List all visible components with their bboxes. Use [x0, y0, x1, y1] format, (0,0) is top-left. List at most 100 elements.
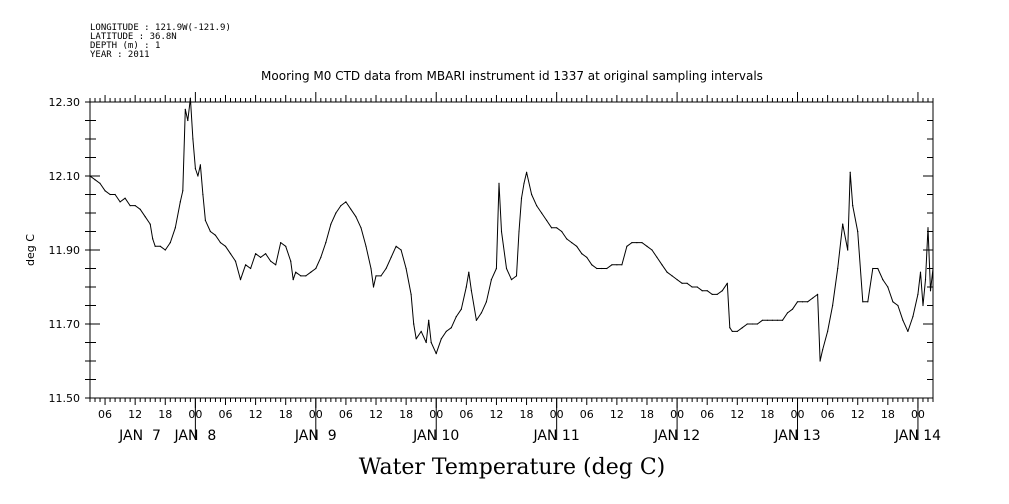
data-point — [731, 330, 733, 332]
data-point — [746, 323, 748, 325]
data-point — [430, 341, 432, 344]
data-point — [495, 267, 497, 270]
data-point — [290, 260, 292, 262]
data-point — [827, 330, 829, 332]
data-point — [781, 319, 784, 321]
data-point — [751, 323, 754, 325]
data-point — [169, 242, 171, 244]
hour-tick-label: 18 — [158, 408, 172, 421]
hour-tick-label: 12 — [489, 408, 503, 421]
data-point — [736, 330, 738, 332]
data-point — [395, 245, 397, 247]
data-point — [616, 264, 618, 266]
data-point — [500, 230, 503, 233]
data-point — [420, 330, 422, 332]
data-point — [239, 279, 242, 281]
data-point — [796, 301, 799, 303]
data-point — [380, 275, 382, 277]
y-axis-label: deg C — [24, 234, 37, 266]
data-point — [897, 304, 899, 307]
data-point — [523, 182, 525, 184]
x-axis-label: Water Temperature (deg C) — [359, 455, 666, 480]
data-point — [209, 230, 211, 233]
plot-frame — [89, 101, 934, 399]
hour-tick-label: 06 — [580, 408, 594, 421]
data-point — [892, 301, 894, 303]
data-point — [571, 242, 573, 244]
data-point — [701, 290, 703, 292]
data-point — [786, 312, 789, 314]
data-point — [229, 253, 232, 255]
data-point — [872, 267, 874, 270]
data-point — [922, 304, 924, 307]
data-point — [360, 227, 362, 229]
data-point — [531, 193, 533, 196]
data-point — [124, 197, 126, 199]
data-point — [260, 256, 262, 258]
data-point — [187, 119, 189, 122]
data-point — [596, 267, 598, 270]
data-point — [428, 319, 430, 321]
data-point — [139, 208, 141, 210]
data-point — [189, 97, 191, 99]
data-point — [490, 279, 492, 281]
data-point — [164, 249, 166, 251]
data-point — [330, 223, 332, 225]
y-axis: 11.50 11.70 11.90 12.10 12.30 — [49, 96, 933, 405]
data-point — [520, 197, 523, 199]
data-point — [152, 238, 154, 240]
y-tick-label: 12.30 — [49, 96, 81, 109]
data-point — [817, 293, 819, 295]
data-point — [460, 308, 462, 310]
hour-tick-label: 00 — [911, 408, 925, 421]
y-tick-label: 11.90 — [49, 244, 81, 257]
data-point — [255, 253, 257, 255]
data-point — [691, 286, 693, 288]
data-point — [250, 267, 252, 270]
hour-tick-label: 12 — [128, 408, 142, 421]
data-point — [526, 171, 528, 173]
data-point — [485, 301, 487, 303]
data-point — [179, 201, 181, 203]
data-point — [194, 168, 196, 170]
data-point — [556, 227, 558, 229]
x-axis: 06 12 18 00 06 12 18 00 06 12 18 00 06 12 18 00 06 12 18 00… — [89, 92, 941, 444]
day-label: JAN 9 — [294, 428, 337, 444]
data-point — [340, 205, 342, 207]
data-point — [505, 267, 508, 270]
data-point — [265, 253, 267, 255]
data-point — [676, 279, 678, 281]
data-point — [300, 275, 302, 277]
data-point — [224, 245, 227, 247]
data-point — [292, 279, 294, 281]
data-point — [350, 208, 352, 210]
data-point — [413, 323, 415, 325]
data-point — [819, 360, 821, 362]
data-point — [99, 182, 101, 184]
longitude-label: LONGITUDE : 121.9W(-121.9) — [90, 23, 231, 33]
data-point — [310, 271, 312, 273]
data-point — [862, 301, 864, 303]
data-point — [812, 297, 814, 299]
data-point — [182, 190, 184, 192]
data-point — [515, 275, 518, 277]
data-point — [468, 271, 470, 273]
data-point — [887, 286, 889, 288]
data-point — [149, 223, 151, 225]
data-point — [372, 286, 375, 288]
data-point — [425, 341, 427, 344]
data-point — [114, 193, 116, 196]
data-point — [666, 271, 668, 273]
data-point — [119, 201, 121, 203]
data-point — [192, 138, 194, 140]
data-point — [716, 293, 718, 295]
data-point — [661, 264, 663, 266]
hour-tick-label: 18 — [760, 408, 774, 421]
data-point — [320, 256, 322, 258]
data-point — [771, 319, 774, 321]
hour-tick-label: 06 — [700, 408, 714, 421]
data-point — [917, 293, 919, 295]
data-point — [400, 249, 402, 251]
data-point — [89, 175, 91, 177]
data-point — [591, 264, 593, 266]
